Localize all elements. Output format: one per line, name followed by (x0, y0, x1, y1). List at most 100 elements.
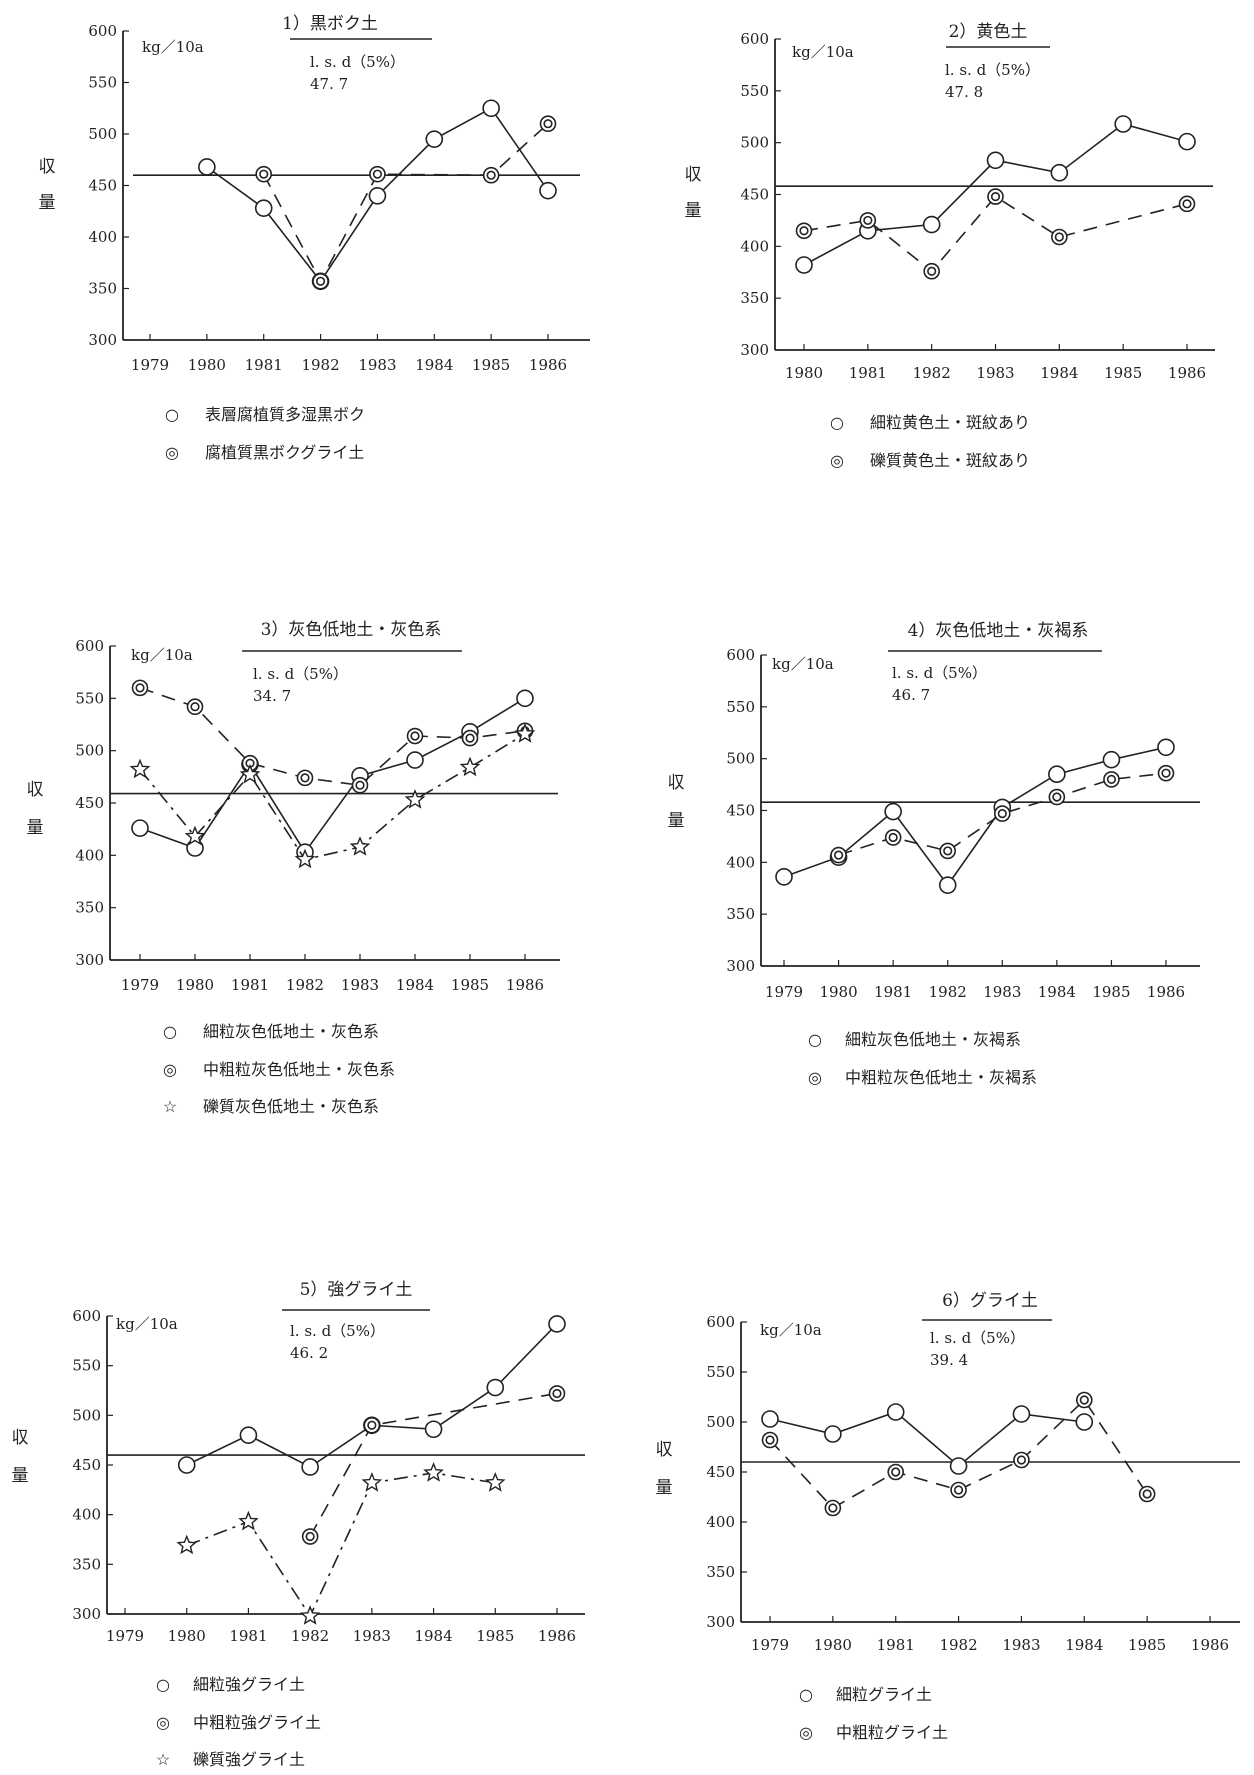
series-line-1 (139, 697, 526, 854)
data-point-double-circle-inner (367, 1420, 377, 1430)
data-point-double-circle (1138, 1485, 1156, 1503)
data-point-double-circle-inner (953, 1485, 964, 1495)
x-tick-label: 1979 (106, 1627, 144, 1645)
data-point-double-circle (369, 165, 386, 183)
data-point-double-circle-inner (888, 832, 898, 843)
chart-title: 6）グライ土 (942, 1291, 1038, 1311)
data-point-double-circle-inner (486, 170, 496, 180)
x-tick-label: 1984 (415, 356, 453, 374)
data-point-open-circle (368, 187, 387, 205)
y-axis-label-1: 収 (12, 1428, 29, 1448)
data-point-double-circle (482, 166, 500, 184)
y-tick-label: 550 (740, 82, 769, 100)
x-tick-label: 1985 (1092, 983, 1130, 1001)
data-point-double-circle (548, 1385, 566, 1402)
data-point-double-circle (987, 188, 1004, 205)
data-point-star (239, 763, 261, 784)
x-tick-label: 1983 (1002, 1636, 1040, 1654)
legend-label: 中粗粒グライ土 (836, 1723, 948, 1742)
data-point-double-circle-inner (410, 731, 420, 741)
legend-marker: ☆ (163, 1097, 177, 1116)
lsd-value: 34. 7 (253, 687, 291, 705)
y-tick-label: 400 (706, 1513, 735, 1531)
data-point-double-circle-inner (799, 226, 809, 236)
data-point-open-circle (254, 199, 273, 217)
data-point-double-circle-inner (1054, 232, 1064, 242)
data-point-double-circle (761, 1431, 779, 1449)
legend-label: 中粗粒強グライ土 (193, 1713, 321, 1732)
data-point-open-circle (1178, 132, 1196, 151)
data-point-open-circle (539, 181, 557, 200)
y-tick-label: 500 (75, 742, 104, 760)
chart-panel-5: 300 350 400 450 500 550 600 1979 1980 1981 1982 198… (12, 1280, 585, 1769)
legend-marker: ◎ (163, 1060, 177, 1079)
lsd-value: 39. 4 (930, 1351, 968, 1369)
x-tick-label: 1986 (1191, 1636, 1229, 1654)
data-point-double-circle (884, 829, 902, 846)
data-point-double-circle-inner (543, 119, 553, 129)
lsd-value: 46. 7 (892, 686, 930, 704)
y-tick-label: 400 (75, 846, 104, 864)
x-tick-label: 1980 (168, 1627, 206, 1645)
y-tick-label: 300 (88, 331, 117, 349)
lsd-value: 47. 7 (310, 75, 348, 93)
data-point-open-circle (177, 1456, 196, 1474)
chart-panel-6: 300 350 400 450 500 550 600 1979 1980 1981 1982 198… (656, 1291, 1240, 1742)
data-point-double-circle (186, 698, 204, 716)
data-point-open-circle (301, 1458, 319, 1476)
y-tick-label: 400 (88, 228, 117, 246)
x-tick-label: 1985 (476, 1627, 514, 1645)
data-point-open-circle (425, 130, 444, 148)
series-line-1 (186, 1323, 558, 1468)
data-point-open-circle (239, 1426, 258, 1444)
unit-label: kg／10a (131, 646, 193, 664)
x-tick-label: 1979 (121, 976, 159, 994)
series-line-1 (783, 746, 1167, 887)
data-point-open-circle (761, 1410, 779, 1428)
data-point-open-circle (198, 158, 216, 176)
x-tick-label: 1979 (131, 356, 169, 374)
data-point-star (514, 723, 536, 743)
y-tick-label: 500 (72, 1406, 101, 1424)
x-tick-label: 1981 (849, 364, 887, 382)
lsd-label: l. s. d（5%） (930, 1329, 1025, 1347)
y-tick-label: 350 (75, 899, 104, 917)
legend-marker: ◎ (808, 1068, 822, 1087)
data-point-open-circle (795, 256, 813, 274)
data-point-double-circle (363, 1416, 381, 1434)
data-point-open-circle (1102, 750, 1121, 769)
data-point-double-circle (830, 846, 847, 864)
legend-label: 細粒グライ土 (836, 1685, 932, 1704)
chart-panel-1: 300 350 400 450 500 550 600 1979 1980 1981 1982 198… (39, 14, 590, 462)
x-tick-label: 1980 (819, 983, 857, 1001)
data-point-double-circle (296, 769, 314, 787)
data-point-star (129, 758, 151, 779)
x-tick-label: 1982 (939, 1636, 977, 1654)
legend-label: 中粗粒灰色低地土・灰色系 (203, 1060, 395, 1079)
unit-label: kg／10a (142, 38, 204, 56)
legend-marker: ○ (799, 1685, 813, 1704)
data-point-double-circle-inner (259, 169, 269, 179)
y-tick-label: 450 (75, 794, 104, 812)
y-tick-label: 400 (740, 237, 769, 255)
y-tick-label: 550 (75, 689, 104, 707)
unit-label: kg／10a (792, 43, 854, 61)
y-tick-label: 550 (726, 698, 755, 716)
y-axis-label-2: 量 (39, 193, 56, 213)
y-tick-label: 450 (726, 802, 755, 820)
y-tick-label: 600 (72, 1307, 101, 1325)
data-point-open-circle (886, 1403, 905, 1421)
data-point-open-circle (1050, 163, 1069, 182)
x-tick-label: 1979 (765, 983, 803, 1001)
y-tick-label: 350 (706, 1563, 735, 1581)
x-tick-label: 1981 (877, 1636, 915, 1654)
data-point-double-circle (461, 729, 479, 747)
data-point-star (349, 836, 371, 856)
y-tick-label: 500 (88, 125, 117, 143)
data-point-double-circle-inner (552, 1388, 562, 1399)
legend-marker: ○ (165, 405, 179, 424)
data-point-double-circle (824, 1499, 842, 1517)
data-point-open-circle (949, 1457, 968, 1475)
legend-marker: ○ (808, 1030, 822, 1049)
chart-title: 3）灰色低地土・灰色系 (261, 620, 442, 640)
